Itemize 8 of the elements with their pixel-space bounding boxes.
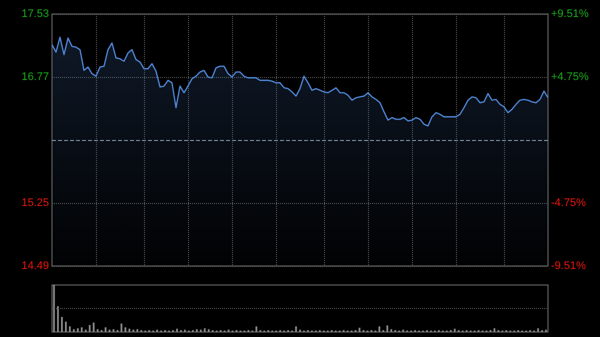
y2-tick-label: +4.75% bbox=[551, 71, 589, 84]
y-tick-label: 17.53 bbox=[21, 8, 49, 20]
y2-tick-label: -9.51% bbox=[551, 260, 586, 272]
y-tick-label: 16.77 bbox=[21, 71, 49, 83]
y-tick-label: 15.25 bbox=[21, 197, 49, 209]
y2-tick-label: -4.75% bbox=[551, 196, 586, 209]
y2-tick-label: +9.51% bbox=[551, 8, 589, 20]
y-tick-label: 14.49 bbox=[21, 260, 49, 272]
